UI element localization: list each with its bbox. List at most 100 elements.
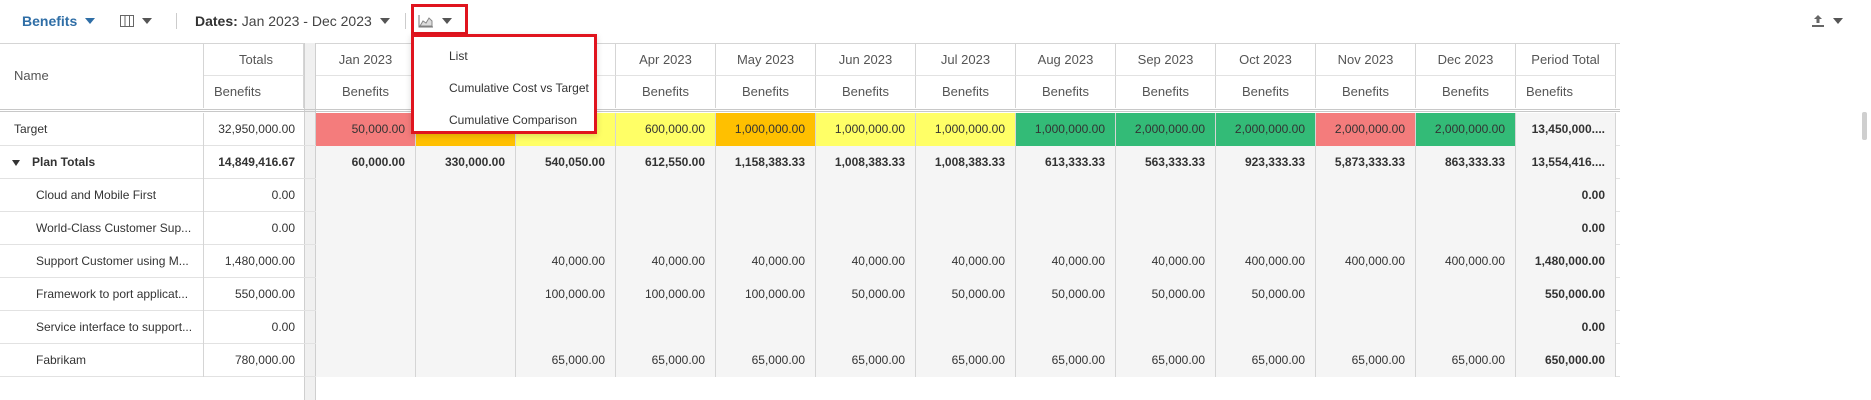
month-value-cell[interactable] bbox=[516, 311, 616, 344]
month-value-cell[interactable]: 563,333.33 bbox=[1116, 146, 1216, 179]
column-header-month[interactable]: Jan 2023 bbox=[316, 44, 416, 76]
month-value-cell[interactable] bbox=[516, 179, 616, 212]
month-value-cell[interactable]: 50,000.00 bbox=[1116, 278, 1216, 311]
month-value-cell[interactable] bbox=[416, 179, 516, 212]
table-row[interactable]: Service interface to support... 0.00 0.00 bbox=[0, 311, 1620, 344]
month-value-cell[interactable]: 2,000,000.00 bbox=[1116, 113, 1216, 146]
month-value-cell[interactable] bbox=[616, 179, 716, 212]
month-value-cell[interactable] bbox=[716, 311, 816, 344]
month-value-cell[interactable]: 2,000,000.00 bbox=[1316, 113, 1416, 146]
month-value-cell[interactable] bbox=[816, 179, 916, 212]
month-value-cell[interactable]: 400,000.00 bbox=[1216, 245, 1316, 278]
month-value-cell[interactable]: 50,000.00 bbox=[1016, 278, 1116, 311]
month-value-cell[interactable]: 65,000.00 bbox=[816, 344, 916, 377]
column-header-month[interactable]: Jul 2023 bbox=[916, 44, 1016, 76]
month-value-cell[interactable] bbox=[316, 344, 416, 377]
month-value-cell[interactable] bbox=[1116, 179, 1216, 212]
month-value-cell[interactable] bbox=[1416, 311, 1516, 344]
column-header-totals[interactable]: Totals bbox=[204, 44, 304, 76]
month-value-cell[interactable]: 100,000.00 bbox=[516, 278, 616, 311]
month-value-cell[interactable] bbox=[416, 245, 516, 278]
column-header-month[interactable]: Oct 2023 bbox=[1216, 44, 1316, 76]
month-value-cell[interactable]: 40,000.00 bbox=[516, 245, 616, 278]
month-value-cell[interactable]: 100,000.00 bbox=[716, 278, 816, 311]
month-value-cell[interactable]: 613,333.33 bbox=[1016, 146, 1116, 179]
month-value-cell[interactable] bbox=[916, 311, 1016, 344]
month-value-cell[interactable]: 40,000.00 bbox=[1016, 245, 1116, 278]
month-value-cell[interactable]: 612,550.00 bbox=[616, 146, 716, 179]
month-value-cell[interactable]: 1,008,383.33 bbox=[916, 146, 1016, 179]
month-value-cell[interactable] bbox=[416, 344, 516, 377]
month-value-cell[interactable]: 40,000.00 bbox=[616, 245, 716, 278]
month-value-cell[interactable] bbox=[416, 278, 516, 311]
month-value-cell[interactable]: 65,000.00 bbox=[1316, 344, 1416, 377]
vertical-scrollbar[interactable] bbox=[1862, 112, 1867, 140]
month-value-cell[interactable]: 100,000.00 bbox=[616, 278, 716, 311]
month-value-cell[interactable] bbox=[316, 245, 416, 278]
month-value-cell[interactable]: 50,000.00 bbox=[816, 278, 916, 311]
table-row[interactable]: Support Customer using M... 1,480,000.00 4… bbox=[0, 245, 1620, 278]
month-value-cell[interactable] bbox=[1416, 212, 1516, 245]
month-value-cell[interactable]: 863,333.33 bbox=[1416, 146, 1516, 179]
date-range-selector[interactable]: Dates: Jan 2023 - Dec 2023 bbox=[195, 11, 390, 31]
month-value-cell[interactable]: 5,873,333.33 bbox=[1316, 146, 1416, 179]
month-value-cell[interactable]: 65,000.00 bbox=[616, 344, 716, 377]
month-value-cell[interactable]: 65,000.00 bbox=[1216, 344, 1316, 377]
month-value-cell[interactable]: 65,000.00 bbox=[916, 344, 1016, 377]
month-value-cell[interactable] bbox=[316, 278, 416, 311]
month-value-cell[interactable]: 40,000.00 bbox=[1116, 245, 1216, 278]
table-row[interactable]: Framework to port applicat... 550,000.00 1… bbox=[0, 278, 1620, 311]
month-value-cell[interactable] bbox=[716, 179, 816, 212]
month-value-cell[interactable] bbox=[316, 212, 416, 245]
month-value-cell[interactable]: 1,000,000.00 bbox=[1016, 113, 1116, 146]
menu-item-cumulative-cost-vs-target[interactable]: Cumulative Cost vs Target bbox=[449, 81, 589, 95]
month-value-cell[interactable]: 1,008,383.33 bbox=[816, 146, 916, 179]
month-value-cell[interactable] bbox=[1116, 212, 1216, 245]
month-value-cell[interactable] bbox=[916, 212, 1016, 245]
month-value-cell[interactable]: 40,000.00 bbox=[916, 245, 1016, 278]
month-value-cell[interactable] bbox=[416, 311, 516, 344]
month-value-cell[interactable] bbox=[916, 179, 1016, 212]
month-value-cell[interactable]: 1,000,000.00 bbox=[916, 113, 1016, 146]
export-button[interactable] bbox=[1811, 11, 1843, 31]
month-value-cell[interactable]: 50,000.00 bbox=[316, 113, 416, 146]
month-value-cell[interactable]: 540,050.00 bbox=[516, 146, 616, 179]
month-value-cell[interactable] bbox=[1016, 212, 1116, 245]
table-row[interactable]: Cloud and Mobile First 0.00 0.00 bbox=[0, 179, 1620, 212]
month-value-cell[interactable]: 2,000,000.00 bbox=[1216, 113, 1316, 146]
month-value-cell[interactable] bbox=[516, 212, 616, 245]
month-value-cell[interactable] bbox=[1016, 179, 1116, 212]
column-header-name[interactable]: Name bbox=[0, 44, 204, 108]
month-value-cell[interactable]: 1,158,383.33 bbox=[716, 146, 816, 179]
column-header-month[interactable]: Apr 2023 bbox=[616, 44, 716, 76]
month-value-cell[interactable]: 65,000.00 bbox=[716, 344, 816, 377]
month-value-cell[interactable]: 40,000.00 bbox=[716, 245, 816, 278]
column-header-period-total[interactable]: Period Total bbox=[1516, 44, 1616, 76]
month-value-cell[interactable]: 400,000.00 bbox=[1316, 245, 1416, 278]
month-value-cell[interactable] bbox=[416, 212, 516, 245]
column-chooser-button[interactable] bbox=[120, 11, 152, 31]
month-value-cell[interactable] bbox=[616, 212, 716, 245]
month-value-cell[interactable] bbox=[1416, 179, 1516, 212]
month-value-cell[interactable]: 65,000.00 bbox=[516, 344, 616, 377]
month-value-cell[interactable]: 600,000.00 bbox=[616, 113, 716, 146]
menu-item-cumulative-comparison[interactable]: Cumulative Comparison bbox=[449, 113, 578, 127]
table-row[interactable]: Plan Totals 14,849,416.67 60,000.00 330,000… bbox=[0, 146, 1620, 179]
month-value-cell[interactable] bbox=[616, 311, 716, 344]
column-header-month[interactable]: May 2023 bbox=[716, 44, 816, 76]
month-value-cell[interactable] bbox=[816, 212, 916, 245]
expand-collapse-icon[interactable] bbox=[12, 159, 20, 166]
month-value-cell[interactable]: 1,000,000.00 bbox=[716, 113, 816, 146]
table-row[interactable]: World-Class Customer Sup... 0.00 0.00 bbox=[0, 212, 1620, 245]
chart-type-button[interactable] bbox=[418, 11, 452, 31]
menu-item-list[interactable]: List bbox=[449, 49, 468, 63]
month-value-cell[interactable]: 50,000.00 bbox=[916, 278, 1016, 311]
month-value-cell[interactable] bbox=[816, 311, 916, 344]
month-value-cell[interactable]: 65,000.00 bbox=[1016, 344, 1116, 377]
month-value-cell[interactable]: 65,000.00 bbox=[1416, 344, 1516, 377]
month-value-cell[interactable] bbox=[1316, 278, 1416, 311]
month-value-cell[interactable]: 400,000.00 bbox=[1416, 245, 1516, 278]
month-value-cell[interactable]: 923,333.33 bbox=[1216, 146, 1316, 179]
column-header-month[interactable]: Sep 2023 bbox=[1116, 44, 1216, 76]
month-value-cell[interactable] bbox=[1416, 278, 1516, 311]
